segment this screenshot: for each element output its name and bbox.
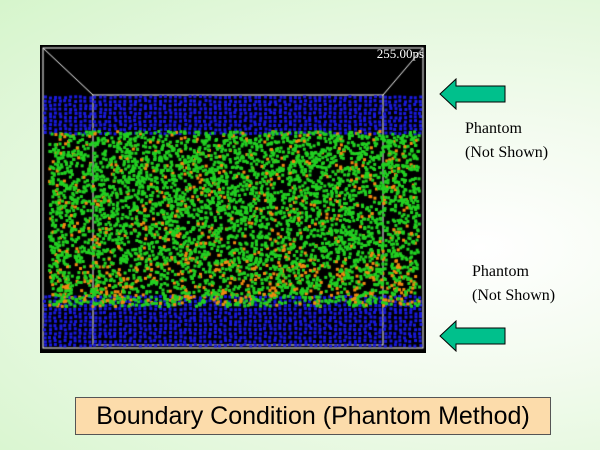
label-line: Phantom xyxy=(472,263,529,280)
phantom-label-top: Phantom (Not Shown) xyxy=(465,117,548,165)
time-label: 255.00ps xyxy=(376,46,424,61)
label-line: Phantom xyxy=(465,120,522,137)
arrow-left-icon xyxy=(439,320,506,352)
arrow-left-icon xyxy=(439,78,506,110)
label-line: (Not Shown) xyxy=(465,144,549,161)
label-line: (Not Shown) xyxy=(472,287,556,304)
molecule-render xyxy=(40,45,426,353)
slide-caption: Boundary Condition (Phantom Method) xyxy=(75,397,551,435)
phantom-label-bottom: Phantom (Not Shown) xyxy=(472,260,555,308)
md-simulation-view: 255.00ps xyxy=(40,45,426,353)
